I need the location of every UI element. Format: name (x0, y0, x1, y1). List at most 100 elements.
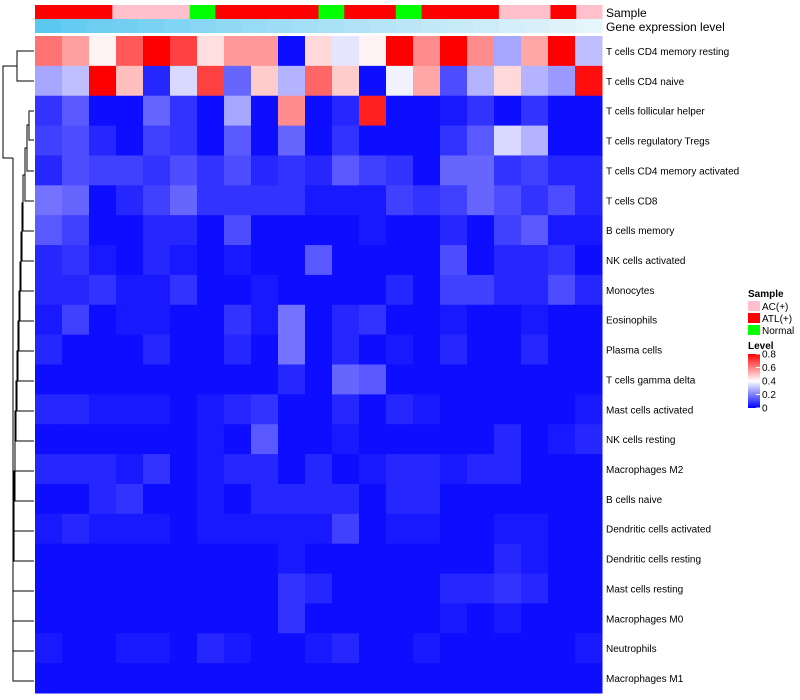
heatmap-cell (305, 573, 333, 604)
heatmap-cell (305, 483, 333, 515)
heatmap-cell (278, 304, 306, 336)
gene-expression-cell (447, 19, 474, 33)
row-label: T cells CD4 memory resting (606, 47, 729, 58)
heatmap-cell (35, 454, 63, 485)
heatmap-cell (251, 543, 279, 575)
heatmap-cell (197, 304, 225, 336)
heatmap-cell (116, 364, 144, 395)
heatmap-cell (170, 65, 198, 97)
heatmap-cell (251, 185, 279, 216)
heatmap-cell (548, 513, 576, 545)
heatmap-cell (467, 543, 495, 575)
heatmap-cell (332, 65, 360, 97)
heatmap-cells (35, 36, 603, 694)
heatmap-cell (305, 633, 333, 664)
heatmap-cell (170, 155, 198, 186)
sample-annotation-cell (138, 5, 165, 19)
heatmap-cell (575, 633, 603, 664)
heatmap-cell (62, 155, 90, 186)
row-label: Neutrophils (606, 644, 657, 655)
row-label: Dendritic cells resting (606, 555, 701, 566)
heatmap-cell (251, 483, 279, 515)
sample-annotation-cell (241, 5, 268, 19)
heatmap-cell (521, 543, 549, 575)
heatmap-cell (251, 334, 279, 365)
row-label: Plasma cells (606, 346, 662, 357)
heatmap-cell (359, 334, 387, 365)
sample-annotation-cell (395, 5, 423, 19)
heatmap-cell (89, 245, 117, 276)
heatmap-cell (440, 245, 468, 276)
gene-expression-cell (370, 19, 397, 33)
heatmap-cell (197, 36, 225, 67)
level-tick-label: 0 (762, 404, 768, 415)
heatmap-cell (35, 603, 63, 634)
heatmap-cell (305, 245, 333, 276)
gene-expression-cell (266, 19, 294, 33)
heatmap-cell (521, 633, 549, 664)
heatmap-cell (467, 424, 495, 455)
heatmap-cell (521, 65, 549, 97)
heatmap-cell (467, 185, 495, 216)
sample-track-label: Sample (606, 6, 647, 20)
heatmap-cell (386, 424, 414, 455)
heatmap-cell (413, 185, 441, 216)
heatmap-cell (35, 394, 63, 425)
heatmap-cell (116, 36, 144, 67)
heatmap-cell (224, 513, 252, 545)
heatmap-cell (197, 125, 225, 156)
heatmap-cell (521, 334, 549, 365)
heatmap-cell (224, 215, 252, 246)
heatmap-cell (521, 304, 549, 336)
heatmap-cell (278, 633, 306, 664)
heatmap-cell (35, 155, 63, 186)
heatmap-cell (278, 573, 306, 604)
heatmap-cell (332, 633, 360, 664)
heatmap-cell (62, 483, 90, 515)
heatmap-cell (413, 573, 441, 604)
heatmap-cell (62, 65, 90, 97)
sample-legend-title: Sample (748, 289, 784, 300)
heatmap-cell (89, 633, 117, 664)
heatmap-cell (494, 274, 522, 306)
heatmap-cell (575, 36, 603, 67)
heatmap-cell (521, 215, 549, 246)
gene-expression-track-label: Gene expression level (606, 20, 725, 34)
legend: Sample AC(+)ATL(+)Normal Level 0.8 0.6 0.4… (748, 289, 794, 415)
heatmap-cell (116, 573, 144, 604)
heatmap-cell (278, 543, 306, 575)
heatmap-cell (89, 95, 117, 127)
heatmap-cell (143, 95, 171, 127)
heatmap-cell (62, 304, 90, 336)
heatmap-cell (224, 36, 252, 67)
heatmap-cell (170, 334, 198, 365)
heatmap-cell (359, 215, 387, 246)
heatmap-cell (35, 334, 63, 365)
heatmap-cell (143, 663, 171, 694)
heatmap-cell (89, 215, 117, 246)
heatmap-cell (440, 185, 468, 216)
heatmap-cell (278, 185, 306, 216)
heatmap-cell (89, 513, 117, 545)
heatmap-cell (62, 603, 90, 634)
heatmap-cell (35, 36, 63, 67)
heatmap-cell (305, 454, 333, 485)
heatmap-cell (170, 573, 198, 604)
row-label: T cells CD4 memory activated (606, 166, 739, 177)
sample-annotation-cell (60, 5, 88, 19)
heatmap-cell (62, 424, 90, 455)
heatmap-cell (521, 663, 549, 694)
gene-expression-cell (473, 19, 500, 33)
heatmap-cell (278, 364, 306, 395)
heatmap-cell (386, 663, 414, 694)
heatmap-cell (440, 36, 468, 67)
heatmap-cell (251, 603, 279, 634)
heatmap-cell (359, 424, 387, 455)
heatmap-cell (197, 603, 225, 634)
heatmap-cell (332, 543, 360, 575)
heatmap-cell (116, 155, 144, 186)
heatmap-cell (413, 543, 441, 575)
heatmap-cell (170, 185, 198, 216)
sample-annotation-cell (576, 5, 603, 19)
sample-legend-label: Normal (762, 326, 794, 337)
